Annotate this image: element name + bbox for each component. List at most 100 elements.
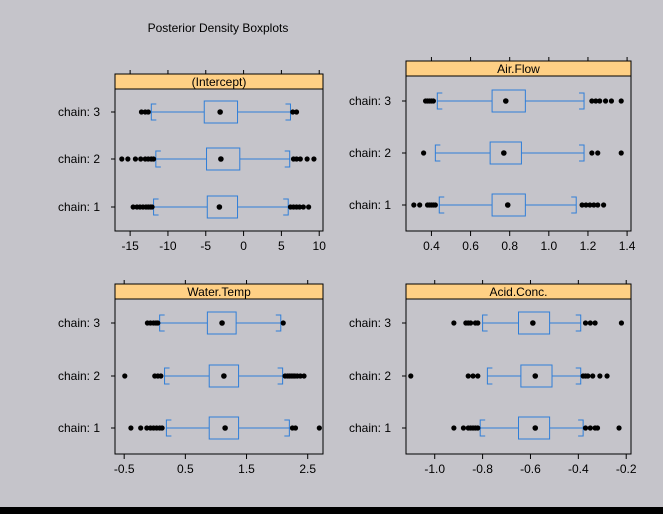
axis-tick-label: 0.4 — [423, 239, 440, 253]
axis-tick-label: 10 — [313, 239, 327, 253]
median-point — [221, 373, 227, 379]
outlier-point — [417, 202, 423, 208]
whisker-cap-high — [575, 314, 582, 332]
iqr-box — [491, 89, 526, 113]
axis-tick-label: -5 — [200, 239, 211, 253]
box-1: chain: 1 — [349, 193, 607, 217]
row-label: chain: 2 — [349, 369, 391, 383]
row-label: chain: 3 — [349, 94, 391, 108]
median-point — [219, 320, 225, 326]
box-1: chain: 1 — [58, 416, 322, 440]
outlier-point — [594, 425, 601, 431]
outlier-point — [297, 373, 303, 379]
iqr-box — [520, 364, 553, 388]
outlier-point — [585, 373, 591, 379]
outlier-point — [592, 320, 598, 326]
outlier-point — [587, 425, 593, 431]
outlier-point — [616, 425, 622, 431]
outlier-point — [451, 320, 457, 326]
outlier-point — [316, 425, 322, 431]
axis-tick-label: 1.5 — [238, 462, 255, 476]
outlier-point — [408, 373, 414, 379]
outlier-point — [132, 156, 139, 162]
axis-tick-label: 2.5 — [299, 462, 316, 476]
row-label: chain: 1 — [58, 421, 100, 435]
panel-strip-label: Water.Temp — [187, 285, 251, 299]
box-3: chain: 3 — [349, 89, 624, 113]
box-1: chain: 1 — [58, 195, 312, 219]
iqr-box — [491, 193, 526, 217]
outlier-point — [130, 204, 136, 210]
outlier-point — [125, 156, 131, 162]
whisker-cap-high — [284, 419, 290, 437]
outlier-point — [587, 320, 593, 326]
median-point — [218, 156, 224, 162]
outlier-point — [432, 202, 438, 208]
axis-tick-label: -0.2 — [616, 462, 637, 476]
outlier-point — [304, 156, 310, 162]
outlier-point — [430, 98, 436, 104]
row-label: chain: 3 — [58, 316, 100, 330]
outlier-point — [293, 109, 300, 115]
outlier-point — [122, 373, 128, 379]
iqr-box — [203, 100, 239, 124]
median-point — [532, 373, 539, 379]
whisker-cap-low — [436, 92, 443, 110]
window-bottom-edge — [0, 507, 663, 514]
outlier-point — [475, 373, 481, 379]
panel-strip — [114, 73, 324, 90]
outlier-point — [595, 202, 601, 208]
outlier-point — [470, 373, 476, 379]
whisker-cap-low — [434, 144, 441, 162]
iqr-box — [518, 416, 551, 440]
iqr-box — [206, 311, 237, 335]
whisker-cap-low — [438, 196, 445, 214]
iqr-box — [208, 416, 240, 440]
axis-tick-label: -1.0 — [424, 462, 445, 476]
axis-tick-label: -0.8 — [472, 462, 493, 476]
median-point — [530, 320, 536, 326]
whisker-cap-high — [284, 150, 291, 168]
outlier-point — [158, 373, 164, 379]
whisker-cap-low — [164, 367, 170, 385]
iqr-box — [208, 364, 240, 388]
outlier-point — [150, 156, 157, 162]
outlier-point — [597, 373, 603, 379]
outlier-point — [128, 425, 134, 431]
row-label: chain: 2 — [58, 369, 100, 383]
row-label: chain: 3 — [349, 316, 391, 330]
row-label: chain: 2 — [349, 146, 391, 160]
median-point — [217, 109, 223, 115]
axis-tick-label: -0.6 — [520, 462, 541, 476]
row-label: chain: 2 — [58, 152, 100, 166]
axis-tick-label: -0.4 — [568, 462, 589, 476]
axis-tick-label: 5 — [278, 239, 285, 253]
outlier-point — [475, 320, 481, 326]
axis-tick-label: 0 — [240, 239, 247, 253]
median-point — [501, 150, 507, 156]
outlier-point — [138, 156, 144, 162]
axis-tick-label: 1.2 — [580, 239, 597, 253]
outlier-point — [587, 202, 593, 208]
outlier-point — [138, 425, 144, 431]
axis-tick-label: 1.0 — [540, 239, 557, 253]
outlier-point — [468, 320, 474, 326]
outlier-point — [144, 425, 150, 431]
row-label: chain: 1 — [349, 198, 391, 212]
outlier-point — [465, 373, 471, 379]
outlier-point — [311, 156, 317, 162]
outlier-point — [589, 98, 595, 104]
box-2: chain: 2 — [349, 141, 624, 165]
box-3: chain: 3 — [58, 311, 286, 335]
whisker-cap-low — [482, 314, 488, 332]
outlier-point — [597, 98, 603, 104]
outlier-point — [293, 156, 300, 162]
outlier-point — [593, 98, 599, 104]
whisker-cap-low — [150, 103, 157, 121]
outlier-point — [460, 425, 467, 431]
box-3: chain: 3 — [349, 311, 625, 335]
axis-tick-label: 1.4 — [619, 239, 636, 253]
median-point — [504, 202, 511, 208]
